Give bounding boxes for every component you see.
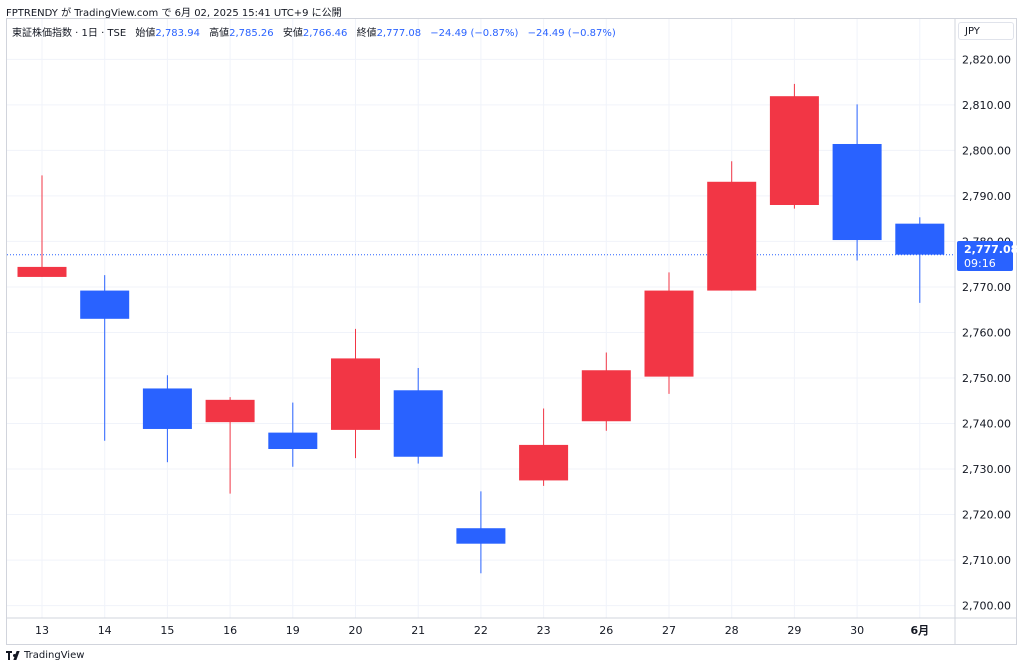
y-tick-label: 2,760.00: [962, 326, 1011, 339]
candle-body: [769, 96, 819, 205]
y-tick-label: 2,710.00: [962, 554, 1011, 567]
candle[interactable]: [268, 402, 318, 467]
candle-body: [268, 432, 318, 450]
x-tick-label: 13: [35, 624, 49, 637]
tradingview-logo[interactable]: TradingView: [6, 650, 84, 661]
x-tick-label: 27: [662, 624, 676, 637]
date-axis: 13 14 15 16 19 20 21 22 23 26 27 28 29 30 6月: [7, 617, 1016, 637]
currency-selector[interactable]: JPY: [958, 22, 1014, 40]
candle[interactable]: [832, 104, 882, 261]
y-tick-label: 2,810.00: [962, 99, 1011, 112]
x-tick-label: 20: [349, 624, 363, 637]
close-label: 終値: [356, 28, 377, 39]
x-tick-label: 26: [599, 624, 613, 637]
candle-body: [17, 266, 67, 277]
y-tick-label: 2,820.00: [962, 53, 1011, 66]
price-axis: 2,700.00 2,710.00 2,720.00 2,730.00 2,740.00…: [954, 19, 1011, 644]
candle[interactable]: [769, 83, 819, 209]
y-tick-label: 2,800.00: [962, 144, 1011, 157]
x-tick-label: 6月: [910, 624, 929, 637]
x-tick-label: 15: [160, 624, 174, 637]
y-tick-label: 2,730.00: [962, 463, 1011, 476]
x-tick-label: 14: [98, 624, 112, 637]
candle-body: [331, 358, 380, 430]
x-tick-label: 23: [537, 624, 551, 637]
x-tick-label: 22: [474, 624, 488, 637]
y-tick-label: 2,740.00: [962, 418, 1011, 431]
candle-body: [707, 181, 757, 291]
close-value: 2,777.08: [376, 28, 422, 39]
candle-body: [456, 528, 506, 544]
candle[interactable]: [644, 272, 694, 394]
y-tick-label: 2,750.00: [962, 372, 1011, 385]
candle-body: [644, 290, 694, 377]
low-label: 安値: [282, 28, 303, 39]
candle[interactable]: [895, 217, 945, 303]
x-tick-label: 28: [725, 624, 739, 637]
candle-body: [205, 399, 255, 423]
x-tick-label: 16: [223, 624, 237, 637]
chart-frame: [6, 18, 1017, 645]
candle[interactable]: [142, 375, 192, 463]
change-value: −24.49 (−0.87%): [430, 28, 519, 39]
candles: [17, 83, 945, 574]
x-tick-label: 30: [850, 624, 864, 637]
candle[interactable]: [707, 161, 757, 291]
candle-body: [80, 290, 130, 319]
last-price-value: 2,777.08: [964, 243, 1019, 256]
open-value: 2,783.94: [155, 28, 200, 39]
x-tick-label: 29: [787, 624, 801, 637]
candle[interactable]: [393, 367, 443, 464]
open-label: 始値: [135, 28, 156, 39]
y-tick-label: 2,720.00: [962, 509, 1011, 522]
candle[interactable]: [456, 491, 506, 574]
ohlc-legend: 東証株価指数 · 1日 · TSE 始値2,783.94 高値2,785.26 …: [12, 24, 616, 39]
symbol-name[interactable]: 東証株価指数 · 1日 · TSE: [12, 28, 127, 39]
candle[interactable]: [205, 397, 255, 494]
y-tick-label: 2,700.00: [962, 600, 1011, 613]
low-value: 2,766.46: [302, 28, 348, 39]
x-tick-label: 19: [286, 624, 300, 637]
candle[interactable]: [17, 175, 67, 277]
candle[interactable]: [331, 328, 380, 459]
candle-body: [895, 223, 945, 255]
candle-body: [142, 388, 192, 429]
high-value: 2,785.26: [229, 28, 274, 39]
candle[interactable]: [581, 352, 631, 431]
candle-body: [581, 370, 631, 422]
y-tick-label: 2,790.00: [962, 190, 1011, 203]
high-label: 高値: [209, 28, 230, 39]
candle[interactable]: [80, 275, 130, 441]
candle-body: [519, 444, 569, 481]
bar-countdown: 09:16: [964, 257, 996, 270]
candle-body: [393, 390, 443, 457]
candle-body: [832, 143, 882, 241]
tradingview-logo-text: TradingView: [24, 650, 85, 661]
publish-caption: FPTRENDY が TradingView.com で 6月 02, 2025…: [6, 8, 342, 19]
change-value-repeat: −24.49 (−0.87%): [527, 28, 616, 39]
x-tick-label: 21: [411, 624, 425, 637]
tradingview-logo-icon: [6, 651, 20, 660]
last-price-tag: 2,777.08 09:16: [957, 241, 1019, 271]
candle[interactable]: [519, 408, 569, 486]
y-tick-label: 2,770.00: [962, 281, 1011, 294]
